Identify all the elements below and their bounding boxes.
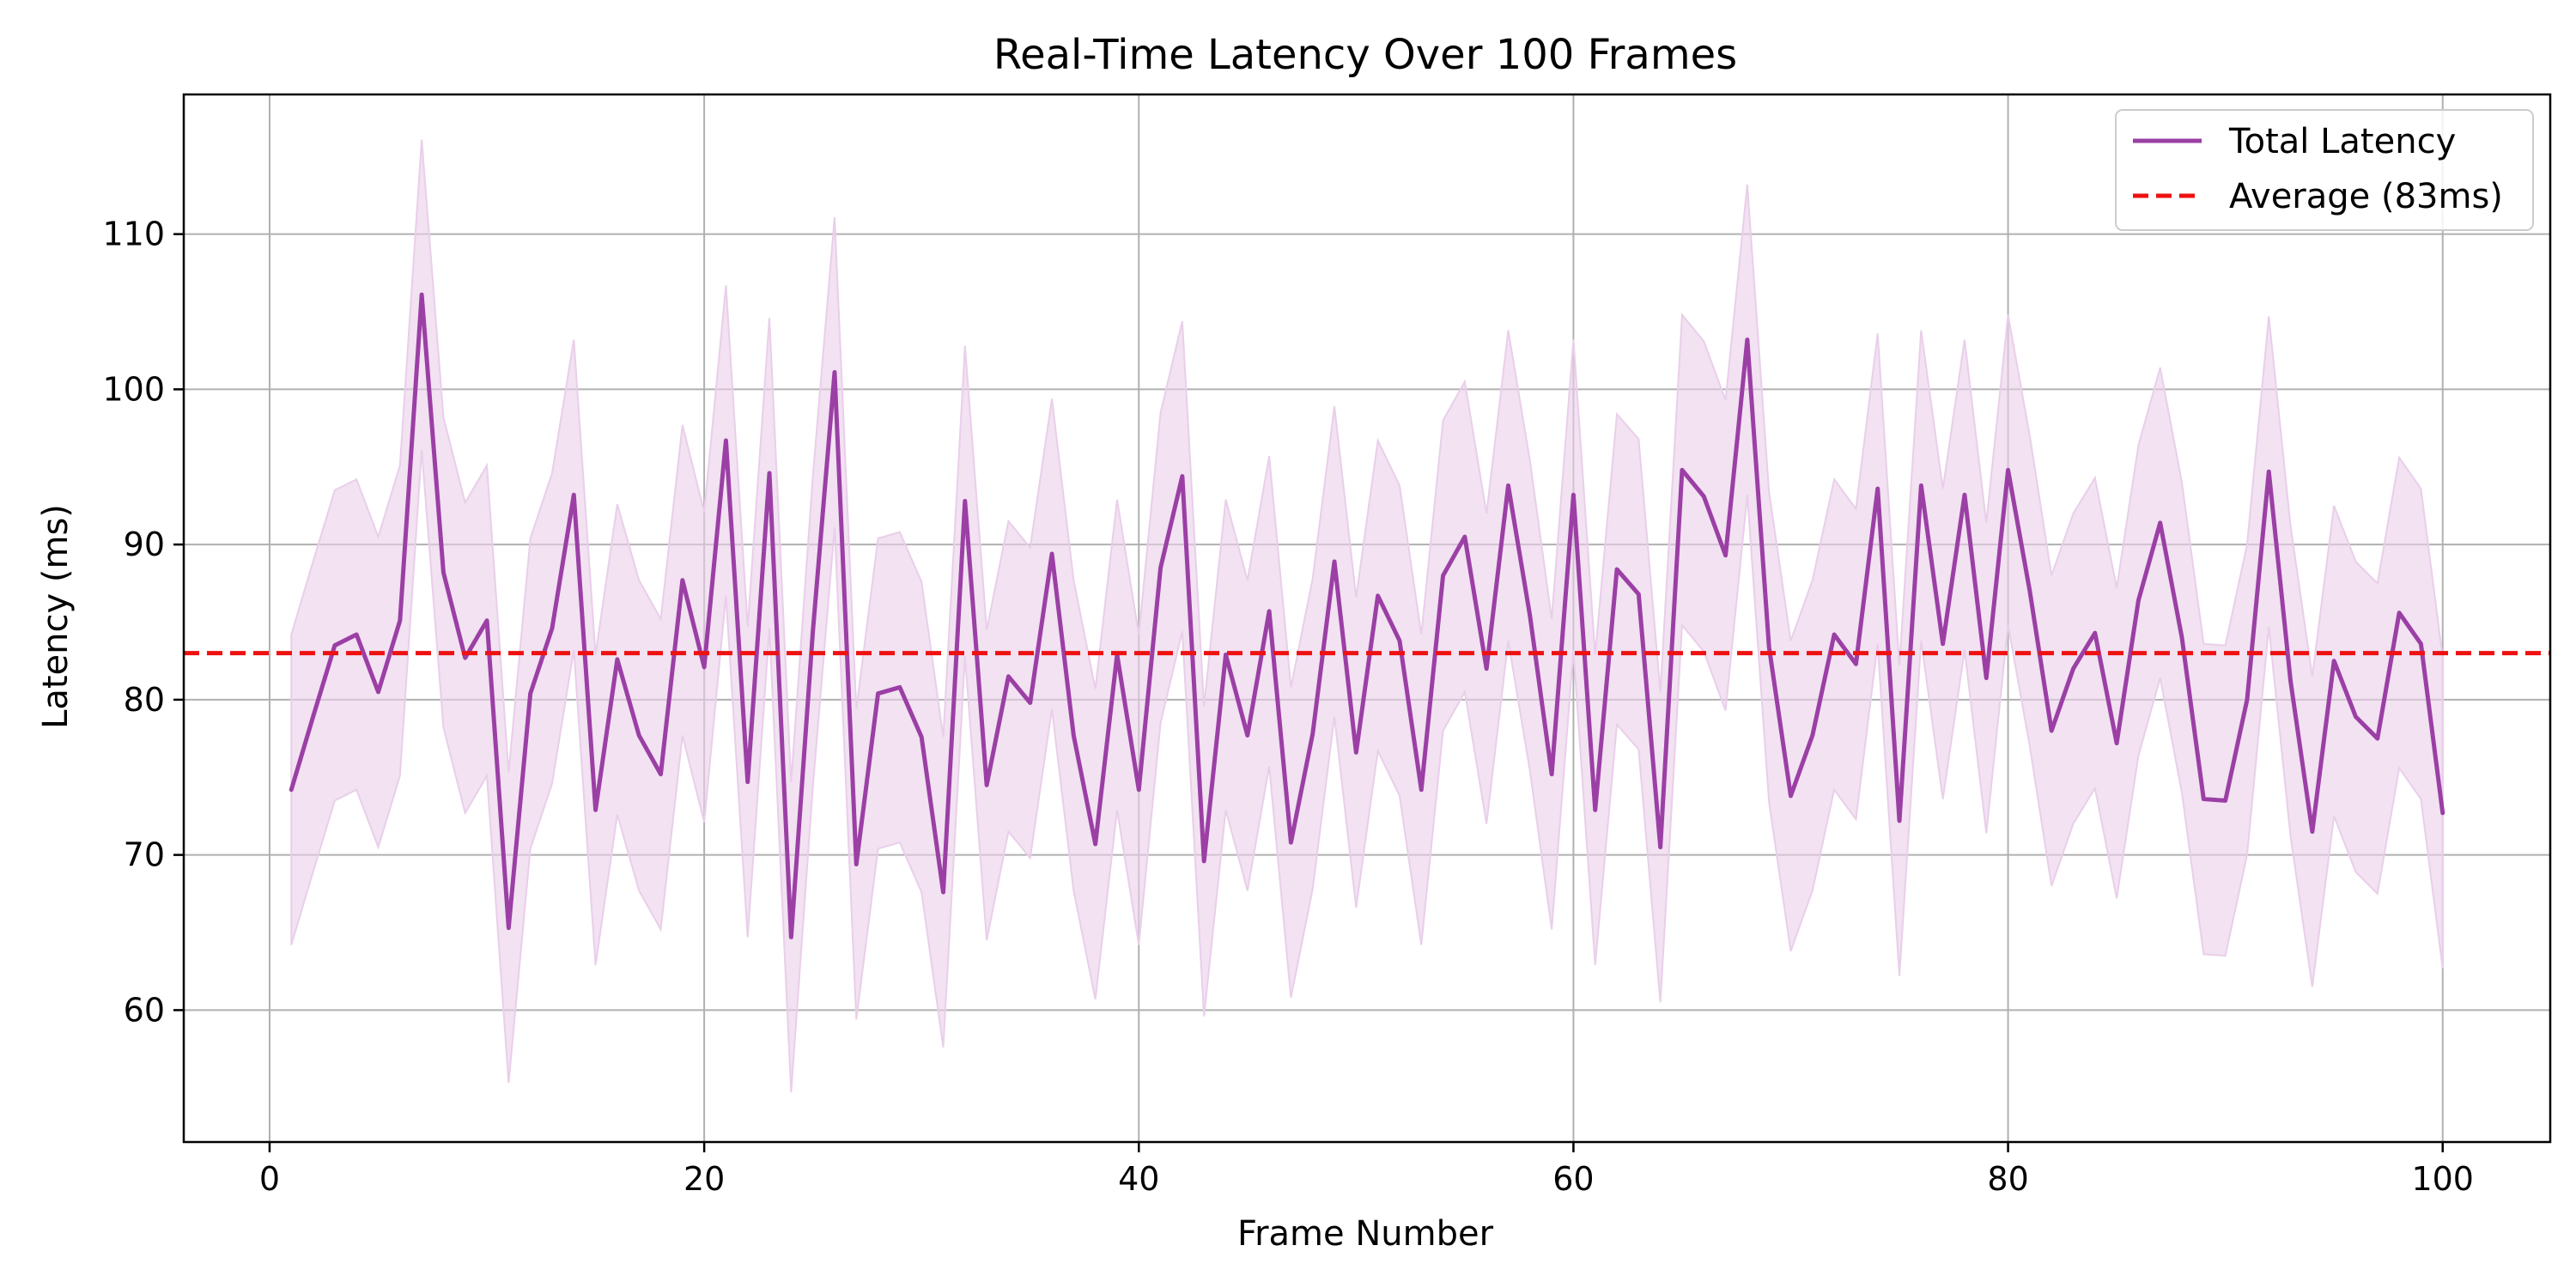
confidence-band	[290, 139, 2444, 1093]
x-tick-label: 20	[683, 1160, 725, 1198]
y-tick-label: 70	[124, 836, 165, 874]
y-axis-label: Latency (ms)	[36, 504, 76, 729]
legend-box	[2115, 109, 2534, 231]
variance-band	[290, 139, 2444, 1093]
x-tick-label: 100	[2411, 1160, 2474, 1198]
legend-total-latency-label: Total Latency	[2228, 122, 2456, 161]
total-latency-line	[289, 292, 2445, 939]
legend-average-label: Average (83ms)	[2229, 177, 2503, 216]
x-tick-label: 80	[1987, 1160, 2028, 1198]
chart-title: Real-Time Latency Over 100 Frames	[993, 31, 1737, 79]
x-tick-label: 40	[1118, 1160, 1159, 1198]
y-tick-label: 100	[102, 370, 165, 408]
y-tick-label: 80	[124, 681, 165, 719]
x-axis-label: Frame Number	[1237, 1214, 1494, 1254]
latency-series	[289, 292, 2445, 939]
legend: Total Latency Average (83ms)	[2115, 109, 2534, 231]
y-tick-label: 90	[124, 526, 165, 563]
plot-frame	[182, 93, 2552, 1144]
x-tick-label: 0	[259, 1160, 280, 1198]
x-tick-label: 60	[1552, 1160, 1594, 1198]
axes	[173, 93, 2552, 1152]
y-tick-label: 60	[124, 991, 165, 1029]
tick-labels: 0 20 40 60 80 100 60 70 80 90 100 110	[102, 216, 2474, 1198]
y-tick-label: 110	[102, 216, 165, 253]
